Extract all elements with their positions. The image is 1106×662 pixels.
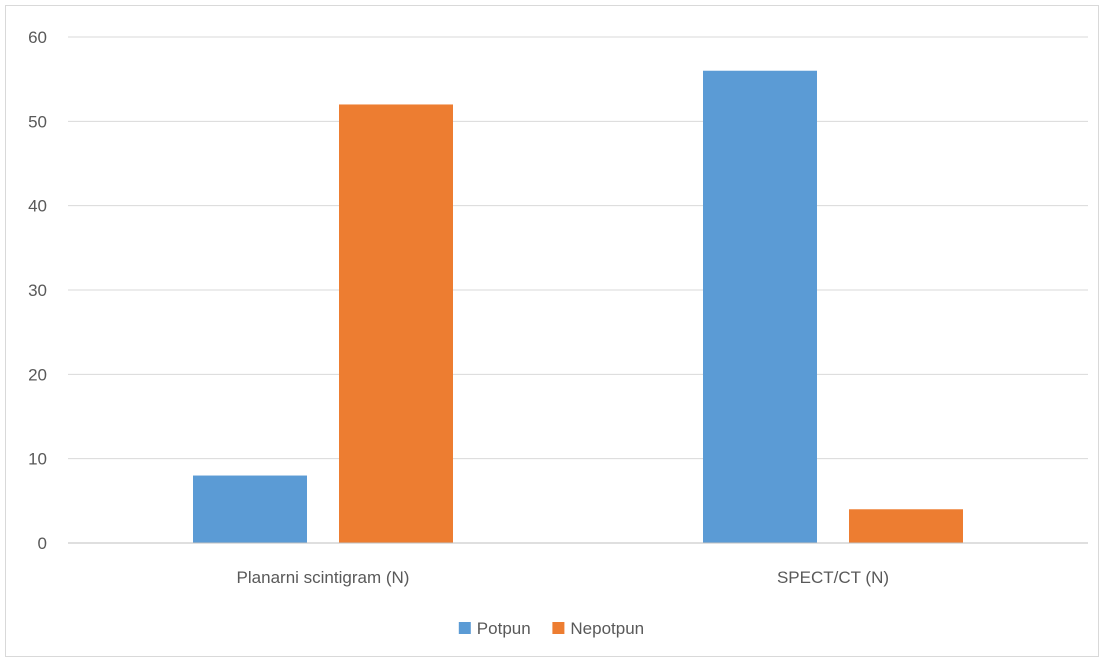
y-tick-label: 30 (28, 281, 47, 300)
y-tick-label: 40 (28, 197, 47, 216)
y-tick-label: 20 (28, 365, 47, 384)
legend-swatch (458, 622, 471, 634)
y-axis-ticks: 0 10 20 30 40 50 60 (28, 28, 47, 553)
bar-potpun-0 (193, 475, 307, 543)
legend-label: Potpun (477, 619, 531, 638)
y-tick-label: 0 (38, 534, 47, 553)
x-tick-label: Planarni scintigram (N) (237, 568, 410, 587)
chart-area (5, 5, 1099, 657)
legend-item-potpun: Potpun (458, 619, 531, 638)
legend-label: Nepotpun (570, 619, 644, 638)
x-axis-ticks: Planarni scintigram (N) SPECT/CT (N) (237, 568, 889, 587)
y-tick-label: 60 (28, 28, 47, 47)
gridlines (68, 36, 1088, 460)
legend: Potpun Nepotpun (458, 619, 644, 638)
bar-nepotpun-1 (849, 509, 963, 543)
bar-nepotpun-0 (339, 104, 453, 543)
legend-item-nepotpun: Nepotpun (552, 619, 644, 638)
y-tick-label: 10 (28, 450, 47, 469)
bars (193, 70, 963, 543)
x-tick-label: SPECT/CT (N) (777, 568, 889, 587)
legend-swatch (552, 622, 565, 634)
y-tick-label: 50 (28, 112, 47, 131)
bar-potpun-1 (703, 70, 817, 543)
